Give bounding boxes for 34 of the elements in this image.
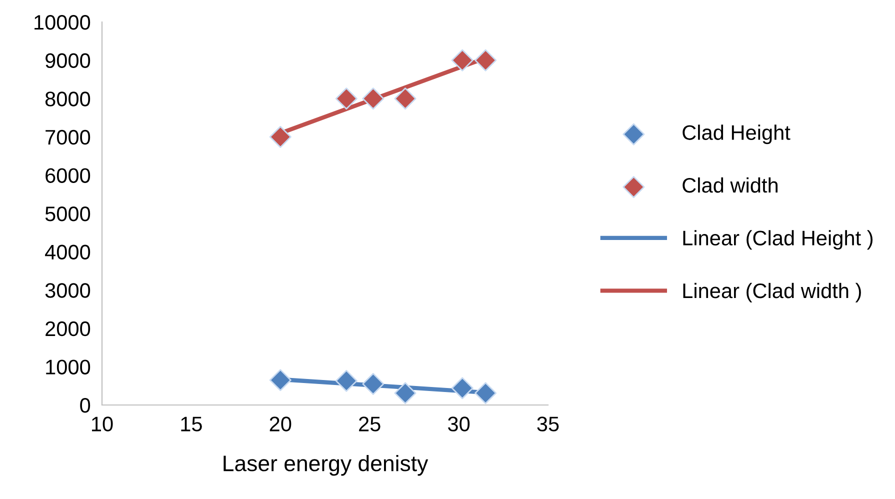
y-tick-label: 3000	[45, 283, 90, 298]
y-tick-label: 6000	[46, 168, 90, 183]
y-tick-label: 4000	[45, 244, 90, 260]
y-tick-label: 2000	[46, 321, 90, 336]
x-tick-label: 30	[448, 416, 470, 432]
y-tick-label: 5000	[45, 206, 90, 222]
point	[362, 88, 384, 110]
y-tick-label: 0	[80, 398, 90, 413]
x-axis-title: Laser energy denisty	[224, 454, 428, 476]
x-tick-label: 25	[359, 416, 380, 432]
point	[335, 370, 358, 392]
legend-label: Linear (Clad Height )	[683, 230, 873, 250]
point	[335, 88, 358, 110]
point	[362, 372, 384, 395]
y-tick-label: 8000	[45, 92, 90, 106]
x-tick-label: 35	[537, 416, 559, 432]
legend-label: Clad Height	[682, 124, 790, 144]
point	[451, 377, 474, 400]
x-tick-label: 20	[270, 416, 292, 432]
point	[474, 382, 497, 404]
y-tick-label: 10000	[34, 15, 90, 30]
y-tick-label: 7000	[46, 130, 90, 145]
point	[394, 88, 416, 110]
point	[269, 369, 292, 392]
point	[451, 49, 474, 72]
x-tick-label: 15	[181, 416, 202, 432]
point	[474, 49, 497, 72]
y-tick-label: 1000	[46, 360, 90, 374]
legend-label: Clad width	[682, 177, 778, 193]
legend-label: Linear (Clad width )	[683, 282, 861, 302]
point	[269, 126, 292, 148]
point	[394, 382, 416, 404]
y-tick-label: 9000	[46, 53, 90, 68]
x-tick-label: 10	[92, 416, 113, 432]
